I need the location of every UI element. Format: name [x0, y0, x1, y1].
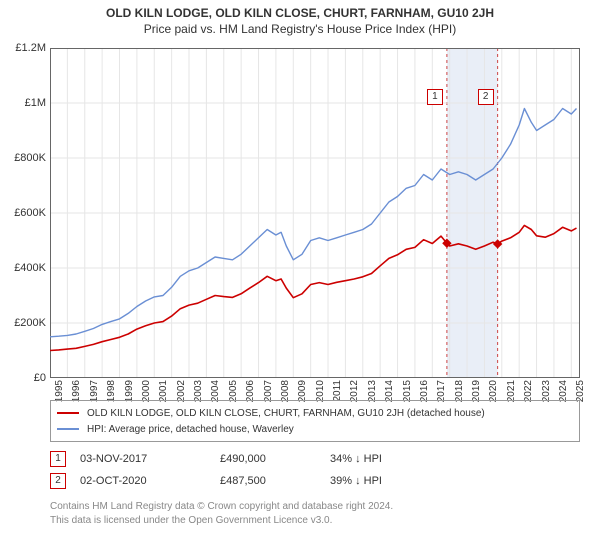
y-tick-label: £400K	[2, 262, 46, 274]
footer: Contains HM Land Registry data © Crown c…	[50, 500, 580, 527]
legend-swatch-hpi	[57, 428, 79, 430]
data-row-date-2: 02-OCT-2020	[80, 475, 220, 487]
data-row-price-2: £487,500	[220, 475, 330, 487]
data-row-delta-2: 39% ↓ HPI	[330, 475, 410, 487]
footer-line-1: Contains HM Land Registry data © Crown c…	[50, 500, 580, 514]
legend-row-hpi: HPI: Average price, detached house, Wave…	[57, 421, 573, 437]
footer-line-2: This data is licensed under the Open Gov…	[50, 514, 580, 528]
title-block: OLD KILN LODGE, OLD KILN CLOSE, CHURT, F…	[0, 0, 600, 36]
legend-label-property: OLD KILN LODGE, OLD KILN CLOSE, CHURT, F…	[87, 408, 485, 419]
data-row-delta-1: 34% ↓ HPI	[330, 453, 410, 465]
data-row-price-1: £490,000	[220, 453, 330, 465]
legend: OLD KILN LODGE, OLD KILN CLOSE, CHURT, F…	[50, 400, 580, 442]
plot-svg	[50, 48, 580, 378]
legend-row-property: OLD KILN LODGE, OLD KILN CLOSE, CHURT, F…	[57, 405, 573, 421]
chart-title: OLD KILN LODGE, OLD KILN CLOSE, CHURT, F…	[0, 6, 600, 20]
legend-label-hpi: HPI: Average price, detached house, Wave…	[87, 424, 294, 435]
y-tick-label: £1.2M	[2, 42, 46, 54]
y-tick-label: £800K	[2, 152, 46, 164]
y-tick-label: £0	[2, 372, 46, 384]
chart-subtitle: Price paid vs. HM Land Registry's House …	[0, 22, 600, 36]
plot-area	[50, 48, 580, 378]
data-row-date-1: 03-NOV-2017	[80, 453, 220, 465]
chart-marker-label: 1	[427, 89, 443, 105]
data-rows: 1 03-NOV-2017 £490,000 34% ↓ HPI 2 02-OC…	[50, 448, 580, 492]
data-row-marker-2: 2	[50, 473, 66, 489]
legend-swatch-property	[57, 412, 79, 414]
y-tick-label: £1M	[2, 97, 46, 109]
data-row-1: 1 03-NOV-2017 £490,000 34% ↓ HPI	[50, 448, 580, 470]
chart-container: OLD KILN LODGE, OLD KILN CLOSE, CHURT, F…	[0, 0, 600, 560]
y-tick-label: £200K	[2, 317, 46, 329]
chart-marker-label: 2	[478, 89, 494, 105]
y-tick-label: £600K	[2, 207, 46, 219]
data-row-marker-1: 1	[50, 451, 66, 467]
data-row-2: 2 02-OCT-2020 £487,500 39% ↓ HPI	[50, 470, 580, 492]
